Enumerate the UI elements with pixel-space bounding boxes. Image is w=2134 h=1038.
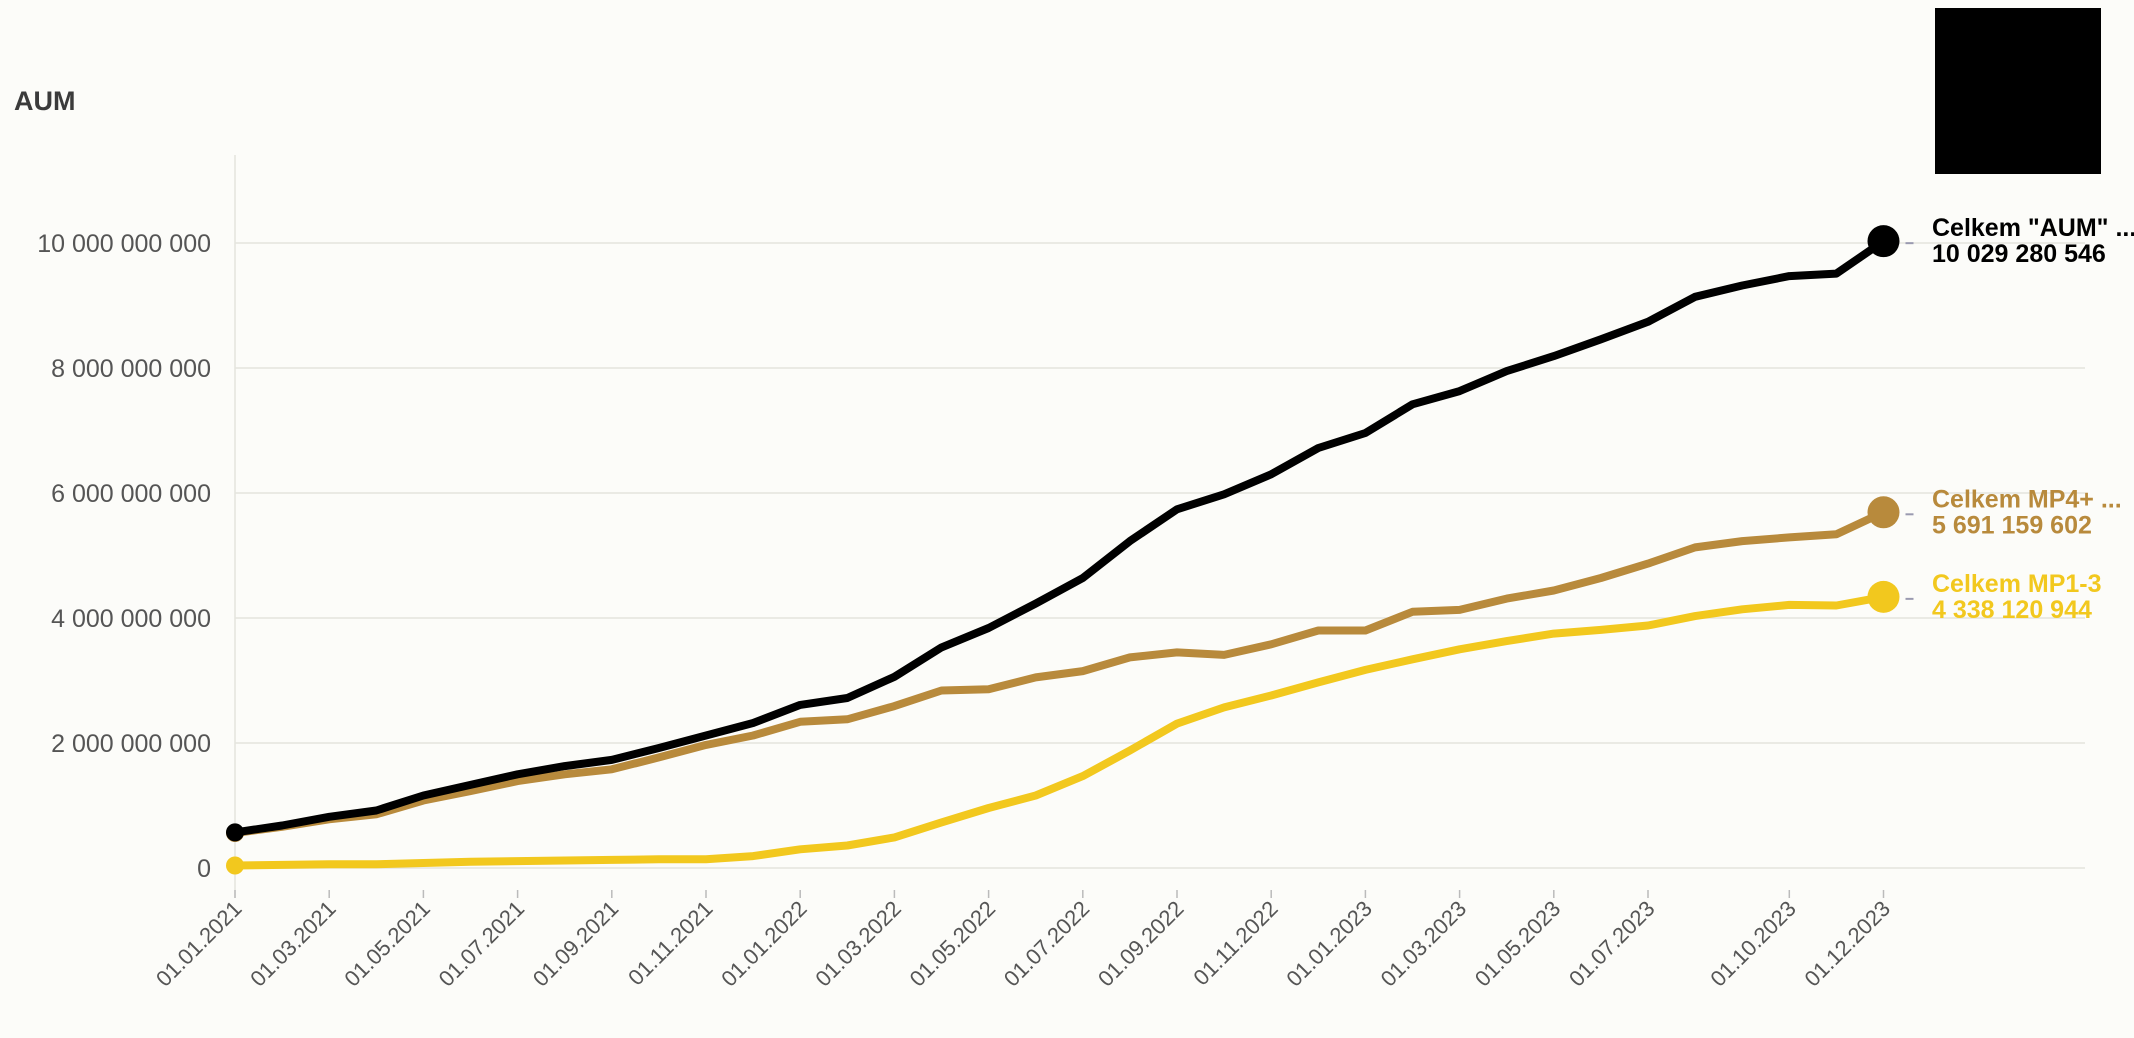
series-name-label: Celkem "AUM" ... bbox=[1932, 214, 2134, 242]
x-tick-label: 01.03.2022 bbox=[810, 896, 906, 992]
x-tick-label: 01.03.2021 bbox=[245, 896, 341, 992]
series-value-label: 10 029 280 546 bbox=[1932, 240, 2106, 268]
y-tick-label: 10 000 000 000 bbox=[37, 230, 211, 258]
x-tick-label: 01.09.2021 bbox=[528, 896, 624, 992]
series-name-label: Celkem MP1-3 bbox=[1932, 570, 2102, 598]
x-tick-label: 01.01.2021 bbox=[151, 896, 247, 992]
y-tick-label: 2 000 000 000 bbox=[51, 730, 211, 758]
x-axis-ticks: 01.01.202101.03.202101.05.202101.07.2021… bbox=[151, 890, 1895, 991]
series-line bbox=[231, 592, 1888, 870]
series-start-point bbox=[226, 856, 244, 875]
chart-title: AUM bbox=[14, 86, 76, 116]
x-tick-label: 01.01.2022 bbox=[716, 896, 812, 992]
x-tick-label: 01.07.2022 bbox=[999, 896, 1095, 992]
x-tick-label: 01.05.2021 bbox=[339, 896, 435, 992]
y-tick-label: 8 000 000 000 bbox=[51, 355, 211, 383]
series-start-point bbox=[226, 823, 244, 842]
series-value-label: 4 338 120 944 bbox=[1932, 596, 2092, 624]
series-end-point bbox=[1867, 580, 1900, 613]
x-tick-label: 01.01.2023 bbox=[1281, 896, 1377, 992]
y-tick-label: 0 bbox=[197, 855, 211, 883]
x-tick-label: 01.11.2021 bbox=[623, 896, 717, 990]
x-tick-label: 01.11.2022 bbox=[1188, 896, 1282, 990]
y-axis-ticks: 0 2 000 000 000 4 000 000 000 6 000 000 000… bbox=[37, 230, 211, 883]
x-tick-label: 01.12.2023 bbox=[1799, 896, 1895, 992]
grid-lines bbox=[234, 155, 2085, 898]
series-line bbox=[231, 508, 1888, 837]
x-tick-label: 01.09.2022 bbox=[1093, 896, 1189, 992]
series-end-labels: Celkem "AUM" ...10 029 280 546 Celkem MP4… bbox=[1905, 214, 2134, 624]
series-line bbox=[231, 237, 1888, 837]
series-value-label: 5 691 159 602 bbox=[1932, 511, 2092, 539]
x-tick-label: 01.07.2023 bbox=[1564, 896, 1660, 992]
x-tick-label: 01.10.2023 bbox=[1705, 896, 1801, 992]
series-name-label: Celkem MP4+ ... bbox=[1932, 485, 2122, 513]
logo-block bbox=[1935, 8, 2101, 174]
x-tick-label: 01.03.2023 bbox=[1376, 896, 1472, 992]
x-tick-label: 01.07.2021 bbox=[434, 896, 530, 992]
y-tick-label: 4 000 000 000 bbox=[51, 605, 211, 633]
series-end-point bbox=[1867, 225, 1900, 258]
series-lines bbox=[226, 225, 1900, 875]
y-tick-label: 6 000 000 000 bbox=[51, 480, 211, 508]
x-tick-label: 01.05.2022 bbox=[905, 896, 1001, 992]
x-tick-label: 01.05.2023 bbox=[1470, 896, 1566, 992]
series-end-point bbox=[1867, 496, 1900, 529]
